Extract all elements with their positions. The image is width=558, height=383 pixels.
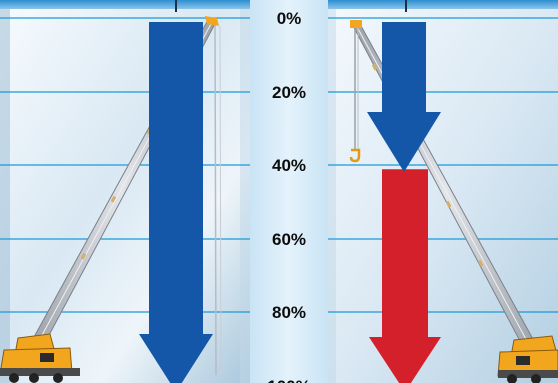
left-crane-wheel: [9, 373, 19, 383]
right-crane-carrier: [498, 370, 558, 378]
top-bar-left: [0, 0, 250, 9]
scale-label-40: 40%: [272, 156, 306, 175]
scale-label-100: 100%: [267, 377, 310, 383]
percent-scale: 0% 20% 40% 60% 80% 100%: [267, 9, 310, 383]
scale-label-80: 80%: [272, 303, 306, 322]
right-crane-wheel: [507, 374, 517, 383]
top-bar-right: [328, 0, 558, 9]
left-arrow-full-load: [139, 22, 213, 383]
center-scale-band: [250, 0, 328, 383]
left-crane-carrier: [0, 368, 80, 376]
scale-label-20: 20%: [272, 83, 306, 102]
left-hoist-cable-1: [214, 23, 217, 376]
right-arrow-red-segment: [369, 169, 441, 383]
right-arrow-blue-segment: [367, 22, 441, 172]
scale-label-60: 60%: [272, 230, 306, 249]
grid-lines: [0, 17, 558, 313]
right-hook-icon: [349, 148, 361, 163]
scale-label-0: 0%: [277, 9, 302, 28]
left-hoist-cable-2: [219, 25, 222, 376]
